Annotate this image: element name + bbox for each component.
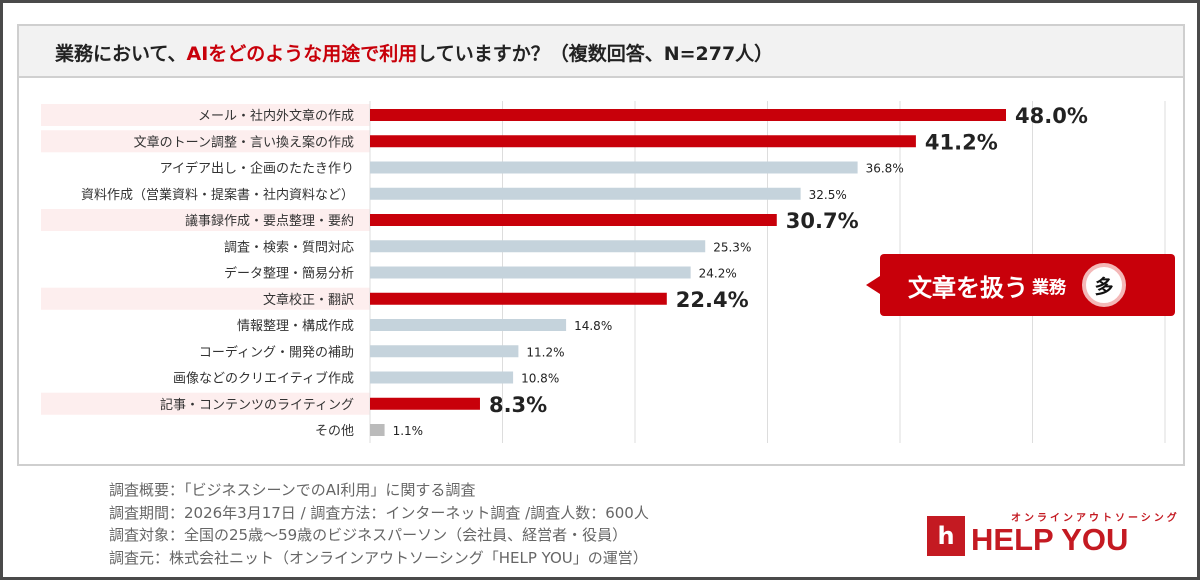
bar <box>370 187 801 200</box>
value-label: 1.1% <box>393 424 424 438</box>
category-label: 文章校正・翻訳 <box>263 292 354 308</box>
note-line: 調査対象：全国の25歳～59歳のビジネスパーソン（会社員、経営者・役員） <box>109 526 628 544</box>
category-label: 画像などのクリエイティブ作成 <box>173 371 354 387</box>
bar <box>370 161 858 174</box>
value-label: 48.0% <box>1015 104 1088 128</box>
logo-kana: オンラインアウトソーシング <box>1011 513 1180 524</box>
note-line: 調査期間：2026年3月17日 / 調査方法：インターネット調査 /調査人数：6… <box>109 503 649 522</box>
category-label: 資料作成（営業資料・提案書・社内資料など） <box>81 187 354 203</box>
value-label: 25.3% <box>713 240 751 254</box>
value-label: 24.2% <box>699 267 737 281</box>
help-you-logo: h オンラインアウトソーシング HELP YOU <box>927 509 1180 556</box>
bar <box>370 240 706 253</box>
note-line: 調査概要：「ビジネスシーンでのAI利用」に関する調査 <box>109 481 476 499</box>
bar <box>370 266 691 279</box>
value-label: 10.8% <box>521 372 559 386</box>
chart-title: 業務において、AIをどのような用途で利用していますか？（複数回答、N=277人） <box>19 26 1183 78</box>
value-label: 22.4% <box>676 288 749 312</box>
chart-panel: 業務において、AIをどのような用途で利用していますか？（複数回答、N=277人） <box>17 24 1185 466</box>
value-label: 41.2% <box>925 130 998 154</box>
label-highlight-bg <box>41 287 370 310</box>
bar <box>370 424 385 436</box>
value-label: 32.5% <box>809 188 847 202</box>
category-label: 記事・コンテンツのライティング <box>160 397 354 413</box>
label-highlight-bg <box>41 130 370 153</box>
title-post: していますか？（複数回答、N=277人） <box>417 43 774 65</box>
callout-circle: 多 <box>1082 263 1126 307</box>
callout-big: 文章を扱う <box>908 273 1028 302</box>
bar <box>370 135 916 148</box>
survey-notes: 調査概要：「ビジネスシーンでのAI利用」に関する調査 調査期間：2026年3月1… <box>109 479 649 569</box>
value-label: 14.8% <box>574 319 612 333</box>
bar <box>370 371 514 384</box>
value-label: 30.7% <box>786 209 859 233</box>
callout-badge: 文章を扱う 業務 多 <box>866 254 1175 316</box>
category-label: アイデア出し・企画のたたき作り <box>160 161 354 177</box>
category-label: 文章のトーン調整・言い換え案の作成 <box>134 134 354 150</box>
bar <box>370 109 1006 121</box>
bar-chart: メール・社内外文章の作成 48.0% 文章のトーン調整・言い換え案の作成 41.2% ア… <box>41 101 1166 443</box>
note-line: 調査元：株式会社ニット（オンラインアウトソーシング「HELP YOU」の運営） <box>109 548 648 567</box>
category-label: データ整理・簡易分析 <box>224 266 354 282</box>
category-label: 議事録作成・要点整理・要約 <box>185 214 354 229</box>
label-highlight-bg <box>41 392 370 415</box>
logo-mark-icon: h <box>927 516 965 556</box>
bar <box>370 397 480 410</box>
value-label: 8.3% <box>489 393 547 417</box>
bar <box>370 345 519 358</box>
value-label: 36.8% <box>866 162 904 176</box>
label-highlight-bg <box>41 209 370 231</box>
logo-name: HELP YOU <box>971 522 1129 557</box>
label-highlight-bg <box>41 104 370 126</box>
category-label: 調査・検索・質問対応 <box>224 240 354 255</box>
category-label: メール・社内外文章の作成 <box>198 108 354 124</box>
category-label: 情報整理・構成作成 <box>237 319 354 334</box>
title-highlight: AIをどのような用途で利用 <box>186 43 418 65</box>
callout-small: 業務 <box>1032 277 1066 298</box>
category-label: その他 <box>315 424 354 439</box>
bar <box>370 214 777 226</box>
category-label: コーディング・開発の補助 <box>199 344 354 360</box>
bar <box>370 292 667 305</box>
value-label: 11.2% <box>526 345 564 359</box>
title-pre: 業務において、 <box>55 43 187 65</box>
bar <box>370 319 567 331</box>
